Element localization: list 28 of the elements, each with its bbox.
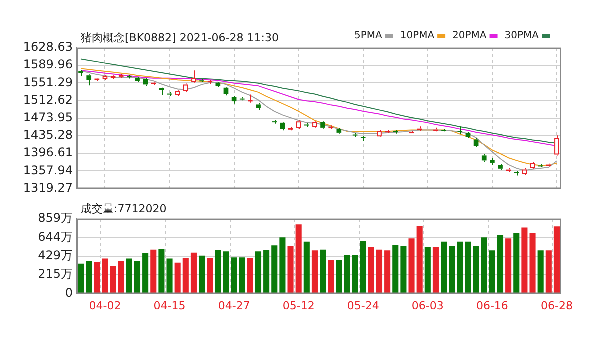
y-tick-label: 1357.94 xyxy=(23,163,73,178)
x-tick-label: 06-28 xyxy=(540,299,573,312)
x-tick-label: 05-12 xyxy=(282,299,315,312)
chart-title: 成交量:7712020 xyxy=(81,202,167,216)
y-tick-label: 0 xyxy=(65,286,73,300)
x-tick-label: 05-24 xyxy=(347,299,380,312)
y-tick-label: 1512.62 xyxy=(23,92,73,107)
x-tick-label: 06-16 xyxy=(476,299,508,312)
x-tick-label: 06-03 xyxy=(412,299,444,312)
y-tick-label: 1473.95 xyxy=(23,110,73,125)
y-tick-label: 1589.96 xyxy=(23,58,73,72)
x-tick-label: 04-27 xyxy=(218,299,250,312)
x-tick-label: 04-02 xyxy=(89,299,122,312)
y-tick-label: 644万 xyxy=(38,230,73,244)
y-tick-label: 1435.28 xyxy=(23,128,73,142)
y-tick-label: 859万 xyxy=(38,211,73,226)
y-tick-label: 1551.29 xyxy=(23,75,73,90)
legend-label: 10PMA xyxy=(400,30,435,42)
y-tick-label: 215万 xyxy=(38,267,73,282)
chart-title: 猪肉概念[BK0882] 2021-06-28 11:30 xyxy=(81,31,279,44)
legend-label: 20PMA xyxy=(452,30,487,42)
y-tick-label: 429万 xyxy=(38,248,73,263)
legend-label: 5PMA xyxy=(354,30,382,42)
x-tick-label: 04-15 xyxy=(154,299,186,312)
legend-label: 30PMA xyxy=(504,30,540,42)
y-tick-label: 1319.27 xyxy=(23,180,73,195)
y-tick-label: 1396.61 xyxy=(23,146,73,160)
y-tick-label: 1628.63 xyxy=(23,40,73,54)
